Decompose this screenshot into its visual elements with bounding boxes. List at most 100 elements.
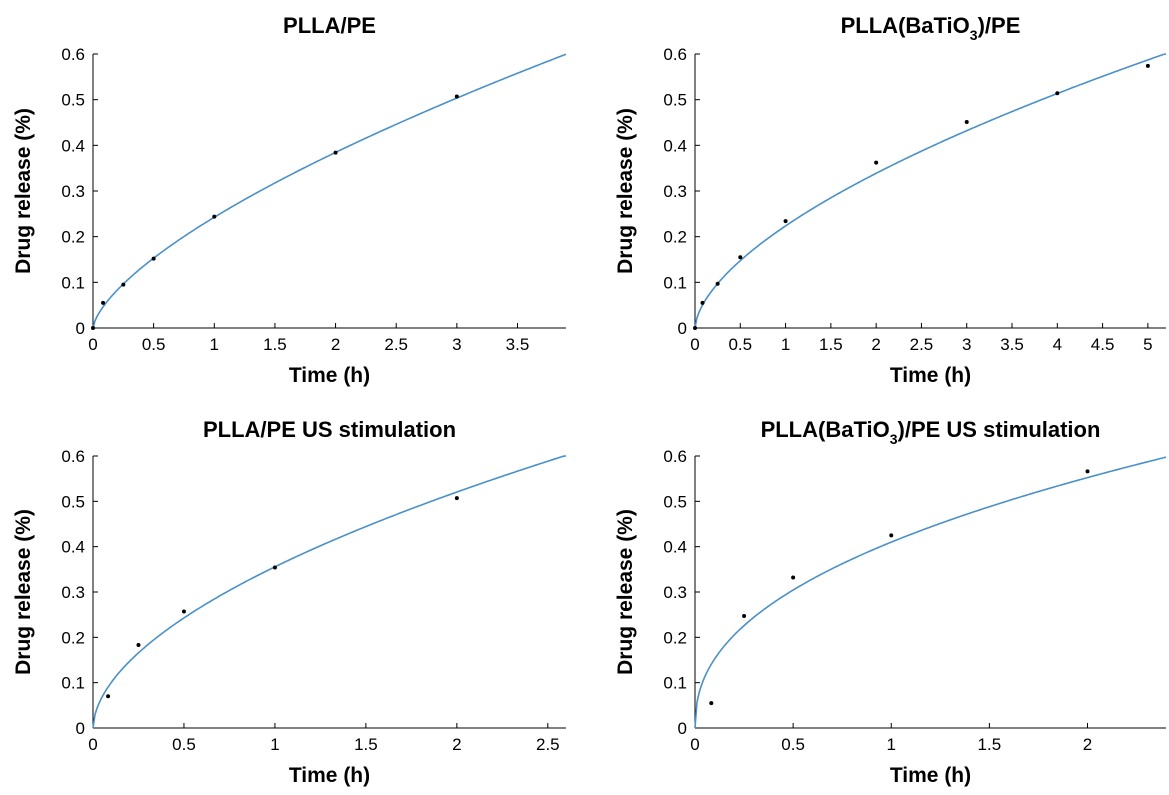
y-tick-label: 0.1	[61, 273, 85, 292]
chart-title-suffix: )/PE US stimulation	[898, 417, 1101, 442]
x-tick-label: 0	[690, 735, 699, 754]
x-tick-label: 2	[452, 735, 461, 754]
fit-curve-line	[92, 53, 567, 329]
data-point	[454, 496, 459, 501]
data-point	[91, 326, 95, 330]
x-axis-label: Time (h)	[289, 764, 370, 787]
y-tick-label: 0.4	[61, 538, 85, 557]
x-tick-label: 1	[781, 335, 790, 354]
x-tick-label: 0.5	[728, 335, 752, 354]
y-tick-label: 0.5	[61, 91, 85, 110]
data-point	[272, 565, 277, 570]
y-tick-label: 0.5	[61, 492, 85, 511]
y-axis-label: Drug release (%)	[614, 108, 637, 274]
data-point	[889, 533, 894, 538]
x-tick-label: 4	[1053, 335, 1062, 354]
chart-title-subscript: 3	[890, 431, 898, 447]
chart-panel-4: PLLA(BaTiO3)/PE US stimulation 0 0.5 1 1.5 2 0…	[614, 417, 1167, 787]
x-axis-label: Time (h)	[890, 364, 971, 387]
data-point	[212, 214, 217, 219]
y-axis-label: Drug release (%)	[614, 509, 637, 675]
data-point	[791, 575, 796, 580]
data-point	[693, 326, 697, 330]
x-tick-label: 3.5	[1000, 335, 1024, 354]
y-tick-label: 0.1	[663, 674, 687, 693]
chart-panel-2: PLLA(BaTiO3)/PE0 0.5 1 1.5 2 2.5 3 3.5 4 4.5 500.1…	[614, 13, 1167, 387]
data-point	[700, 300, 705, 305]
x-tick-label: 1	[210, 335, 219, 354]
data-point	[151, 256, 156, 261]
x-tick-label: 1.5	[263, 335, 287, 354]
chart-title-main: PLLA(BaTiO	[841, 13, 970, 38]
chart-title-main: PLLA/PE US stimulation	[203, 417, 456, 442]
data-point	[101, 300, 106, 305]
fit-curve-line	[694, 456, 1167, 729]
data-point	[738, 255, 743, 260]
data-point	[106, 694, 111, 699]
data-point	[709, 701, 714, 706]
y-tick-label: 0.2	[61, 228, 85, 247]
y-tick-label: 0	[678, 719, 687, 738]
y-tick-label: 0.4	[61, 136, 85, 155]
y-tick-label: 0.6	[61, 45, 85, 64]
data-point	[1085, 469, 1090, 474]
chart-title: PLLA(BaTiO3)/PE US stimulation	[761, 417, 1101, 447]
y-tick-label: 0.3	[61, 182, 85, 201]
data-point	[333, 150, 338, 155]
chart-title-subscript: 3	[970, 27, 978, 43]
x-axis-label: Time (h)	[890, 764, 971, 787]
chart-panel-3: PLLA/PE US stimulation 0 0.5 1 1.5 2 2.5 0 0.1 0.…	[12, 417, 567, 787]
x-tick-label: 2	[331, 335, 340, 354]
x-tick-label: 1.5	[978, 735, 1002, 754]
x-tick-label: 1	[270, 735, 279, 754]
y-tick-label: 0.6	[663, 45, 687, 64]
y-tick-label: 0.6	[663, 447, 687, 466]
x-tick-label: 0.5	[781, 735, 805, 754]
y-axis-label: Drug release (%)	[12, 509, 35, 675]
y-tick-label: 0.2	[663, 628, 687, 647]
y-tick-label: 0.1	[663, 273, 687, 292]
x-tick-label: 1.5	[354, 735, 378, 754]
data-point	[136, 643, 141, 648]
y-tick-label: 0.3	[663, 182, 687, 201]
x-tick-label: 0	[88, 735, 97, 754]
x-tick-label: 2.5	[910, 335, 934, 354]
chart-title-suffix: )/PE	[978, 13, 1021, 38]
y-tick-label: 0.3	[61, 583, 85, 602]
y-tick-label: 0.2	[61, 628, 85, 647]
data-point	[454, 94, 459, 99]
data-point	[181, 609, 186, 614]
data-point	[874, 160, 879, 165]
x-tick-label: 0.5	[142, 335, 166, 354]
chart-panel-1: PLLA/PE 0 0.5 1 1.5 2 2.5 3 3.5 0 0.1 0.2 0.3 0.4 0.5 0…	[12, 13, 567, 387]
y-tick-label: 0	[678, 319, 687, 338]
x-axis-label: Time (h)	[289, 364, 370, 387]
x-tick-label: 3	[962, 335, 971, 354]
data-point	[742, 614, 747, 619]
x-tick-label: 1.5	[819, 335, 843, 354]
data-point	[964, 120, 969, 125]
x-tick-label: 3	[452, 335, 461, 354]
chart-title-main: PLLA(BaTiO	[761, 417, 890, 442]
x-tick-label: 0	[88, 335, 97, 354]
x-tick-label: 1	[887, 735, 896, 754]
data-point	[783, 219, 788, 224]
y-tick-label: 0.4	[663, 136, 687, 155]
x-tick-label: 0.5	[172, 735, 196, 754]
y-tick-label: 0	[76, 319, 85, 338]
x-tick-label: 5	[1143, 335, 1152, 354]
chart-title: PLLA(BaTiO3)/PE	[841, 13, 1021, 43]
y-tick-label: 0.3	[663, 583, 687, 602]
y-tick-label: 0.6	[61, 447, 85, 466]
fit-curve-line	[92, 455, 567, 729]
chart-title: PLLA/PE US stimulation	[203, 417, 456, 442]
y-axis-label: Drug release (%)	[12, 108, 35, 274]
data-point	[1145, 63, 1150, 68]
data-point	[121, 282, 126, 287]
y-tick-label: 0.2	[663, 228, 687, 247]
x-tick-label: 4.5	[1091, 335, 1115, 354]
x-tick-label: 3.5	[506, 335, 530, 354]
x-tick-label: 2.5	[536, 735, 560, 754]
fit-curve-line	[694, 53, 1167, 329]
